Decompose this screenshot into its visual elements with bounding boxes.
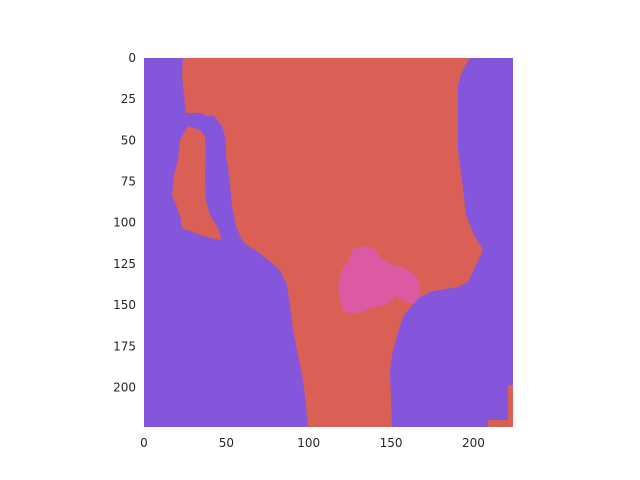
x-tick-label: 150 (380, 436, 403, 450)
red-corner-region-2 (508, 385, 513, 427)
x-tick-label: 100 (297, 436, 320, 450)
x-axis: 0 50 100 150 200 (140, 436, 485, 450)
segmentation-mask (144, 58, 513, 427)
x-tick-label: 0 (140, 436, 148, 450)
red-corner-region (488, 420, 513, 427)
y-tick-label: 200 (113, 380, 136, 394)
pink-region (338, 246, 420, 314)
y-tick-label: 0 (128, 51, 136, 65)
y-axis: 0 25 50 75 100 125 150 175 200 (113, 51, 136, 394)
y-tick-label: 125 (113, 257, 136, 271)
y-tick-label: 25 (121, 92, 136, 106)
red-strip-region (172, 126, 222, 240)
x-tick-label: 50 (219, 436, 234, 450)
y-tick-label: 75 (121, 175, 136, 189)
y-tick-label: 50 (121, 133, 136, 147)
y-tick-label: 175 (113, 339, 136, 353)
purple-notch-region (188, 116, 226, 228)
x-tick-label: 200 (462, 436, 485, 450)
y-tick-label: 150 (113, 298, 136, 312)
y-tick-label: 100 (113, 216, 136, 230)
red-region (182, 58, 483, 427)
